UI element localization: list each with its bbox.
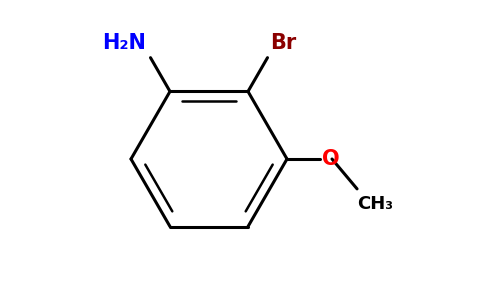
Text: CH₃: CH₃: [357, 195, 393, 213]
Text: H₂N: H₂N: [102, 34, 146, 53]
Text: O: O: [322, 149, 339, 169]
Text: Br: Br: [271, 34, 297, 53]
